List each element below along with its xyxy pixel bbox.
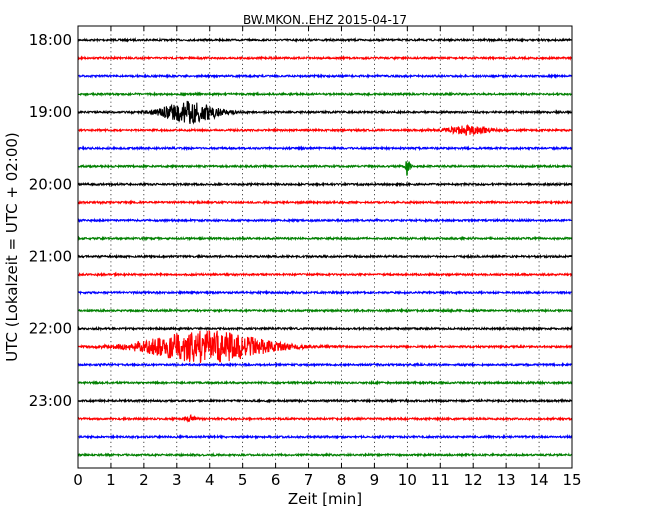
plot-background: [78, 26, 572, 468]
x-tick-label: 1: [106, 471, 116, 489]
x-tick-label: 15: [562, 471, 581, 489]
x-tick-label: 9: [370, 471, 380, 489]
trace-lines: [77, 36, 573, 458]
trace-line: [77, 100, 573, 125]
x-tick-label: 12: [464, 471, 483, 489]
trace-line: [77, 397, 573, 404]
y-axis-label: UTC (Lokalzeit = UTC + 02:00): [3, 132, 21, 362]
trace-line: [77, 91, 573, 98]
y-tick-label: 22:00: [29, 320, 72, 338]
y-tick-label: 23:00: [29, 392, 72, 410]
x-tick-label: 6: [271, 471, 281, 489]
x-axis-label: Zeit [min]: [288, 490, 362, 508]
x-tick-label: 11: [431, 471, 450, 489]
y-tick-label: 19:00: [29, 103, 72, 121]
trace-line: [77, 325, 573, 332]
x-tick-label: 8: [337, 471, 347, 489]
trace-line: [77, 124, 573, 136]
trace-line: [77, 361, 573, 368]
x-tick-label: 2: [139, 471, 149, 489]
x-tick-label: 14: [530, 471, 549, 489]
trace-line: [77, 73, 573, 80]
trace-line: [77, 235, 573, 242]
x-tick-label: 10: [398, 471, 417, 489]
trace-line: [77, 199, 573, 206]
x-tick-label: 7: [304, 471, 314, 489]
x-tick-label: 13: [497, 471, 516, 489]
trace-line: [77, 433, 573, 440]
trace-line: [77, 289, 573, 296]
trace-line: [77, 451, 573, 458]
trace-line: [77, 161, 573, 176]
x-tick-label: 3: [172, 471, 182, 489]
trace-line: [77, 413, 573, 423]
trace-line: [77, 307, 573, 314]
chart-title: BW.MKON..EHZ 2015-04-17: [243, 13, 407, 27]
trace-line: [77, 55, 573, 62]
x-axis-ticks: 0 1 2 3 4 5 6 7 8 9 10 11 12 13 14 15: [73, 26, 582, 489]
trace-line: [77, 217, 573, 224]
x-tick-label: 5: [238, 471, 248, 489]
x-tick-label: 0: [73, 471, 83, 489]
plot-frame: [77, 25, 573, 469]
y-tick-label: 18:00: [29, 31, 72, 49]
trace-line: [77, 253, 573, 260]
trace-line: [77, 145, 573, 152]
trace-line: [77, 36, 573, 44]
y-tick-label: 20:00: [29, 175, 72, 193]
y-tick-label: 21:00: [29, 247, 72, 265]
trace-line: [77, 181, 573, 188]
trace-line: [77, 379, 573, 386]
trace-line: [77, 330, 573, 363]
trace-line: [77, 271, 573, 278]
y-axis-ticks: 18:00 19:00 20:00 21:00 22:00 23:00: [29, 31, 572, 410]
x-tick-label: 4: [205, 471, 215, 489]
